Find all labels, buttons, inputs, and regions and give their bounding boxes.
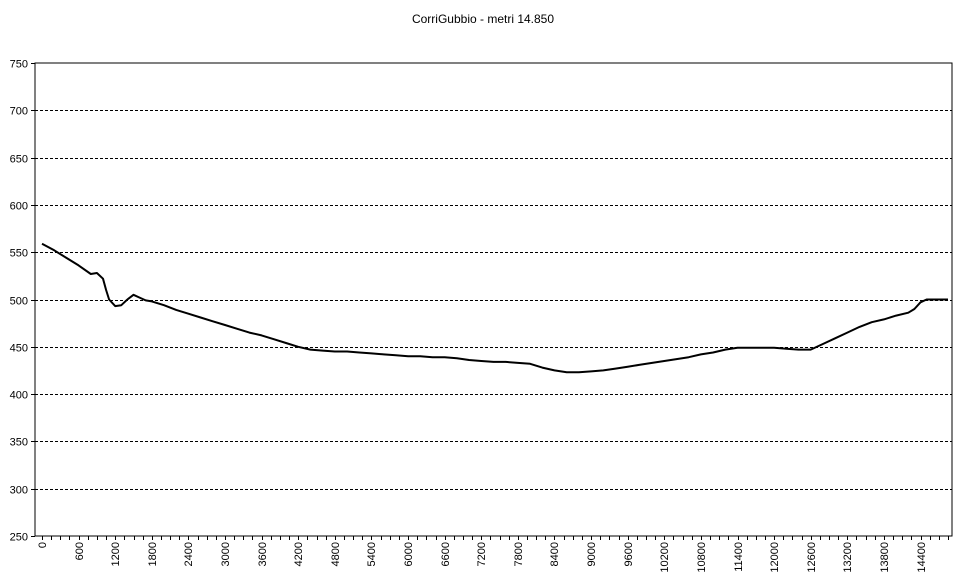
x-tick-label: 2400	[183, 542, 195, 566]
x-tick-label: 13200	[842, 542, 854, 573]
x-tick-label: 10200	[659, 542, 671, 573]
x-tick-label: 11400	[733, 542, 745, 572]
x-tick-label: 13800	[879, 542, 891, 573]
x-tick-label: 6000	[403, 542, 415, 566]
x-tick-label: 3000	[220, 542, 232, 566]
y-tick-label: 650	[10, 154, 28, 166]
x-tick-label: 4800	[330, 542, 342, 566]
y-tick-label: 600	[10, 201, 28, 213]
x-tick-label: 8400	[549, 542, 561, 566]
series-group	[41, 242, 948, 374]
x-tick-label: 14400	[916, 542, 928, 573]
y-tick-label: 700	[10, 106, 28, 118]
x-tick-label: 7200	[476, 542, 488, 566]
x-tick-label: 1800	[147, 542, 159, 566]
y-tick-label: 450	[10, 343, 28, 355]
y-axis: 250 300 350 400 450 500 550 600 650 700 750	[10, 59, 35, 544]
x-tick-label: 5400	[366, 542, 378, 566]
x-tick-label: 9000	[586, 542, 598, 566]
gridlines	[35, 110, 952, 490]
x-tick-label: 12000	[769, 542, 781, 573]
x-tick-label: 4200	[293, 542, 305, 566]
x-tick-label: 0	[37, 542, 49, 548]
x-tick-label: 12600	[806, 542, 818, 573]
x-tick-label: 600	[74, 542, 86, 560]
elevation-line	[41, 242, 948, 374]
plot-area-frame	[34, 62, 953, 537]
x-axis: 0 600 1200 1800 2400 3000 3600 4200 4800 5400 6000…	[37, 536, 949, 573]
x-tick-label: 9600	[623, 542, 635, 566]
y-tick-label: 250	[10, 532, 28, 544]
y-tick-label: 550	[10, 248, 28, 260]
y-tick-label: 750	[10, 59, 28, 71]
y-tick-label: 400	[10, 390, 28, 402]
y-tick-label: 500	[10, 296, 28, 308]
x-tick-label: 10800	[696, 542, 708, 573]
y-tick-label: 300	[10, 485, 28, 497]
x-tick-label: 7800	[513, 542, 525, 566]
x-tick-label: 6600	[440, 542, 452, 566]
x-tick-label: 1200	[110, 542, 122, 566]
y-tick-label: 350	[10, 437, 28, 449]
x-tick-label: 3600	[257, 542, 269, 566]
chart-title: CorriGubbio - metri 14.850	[412, 12, 554, 26]
